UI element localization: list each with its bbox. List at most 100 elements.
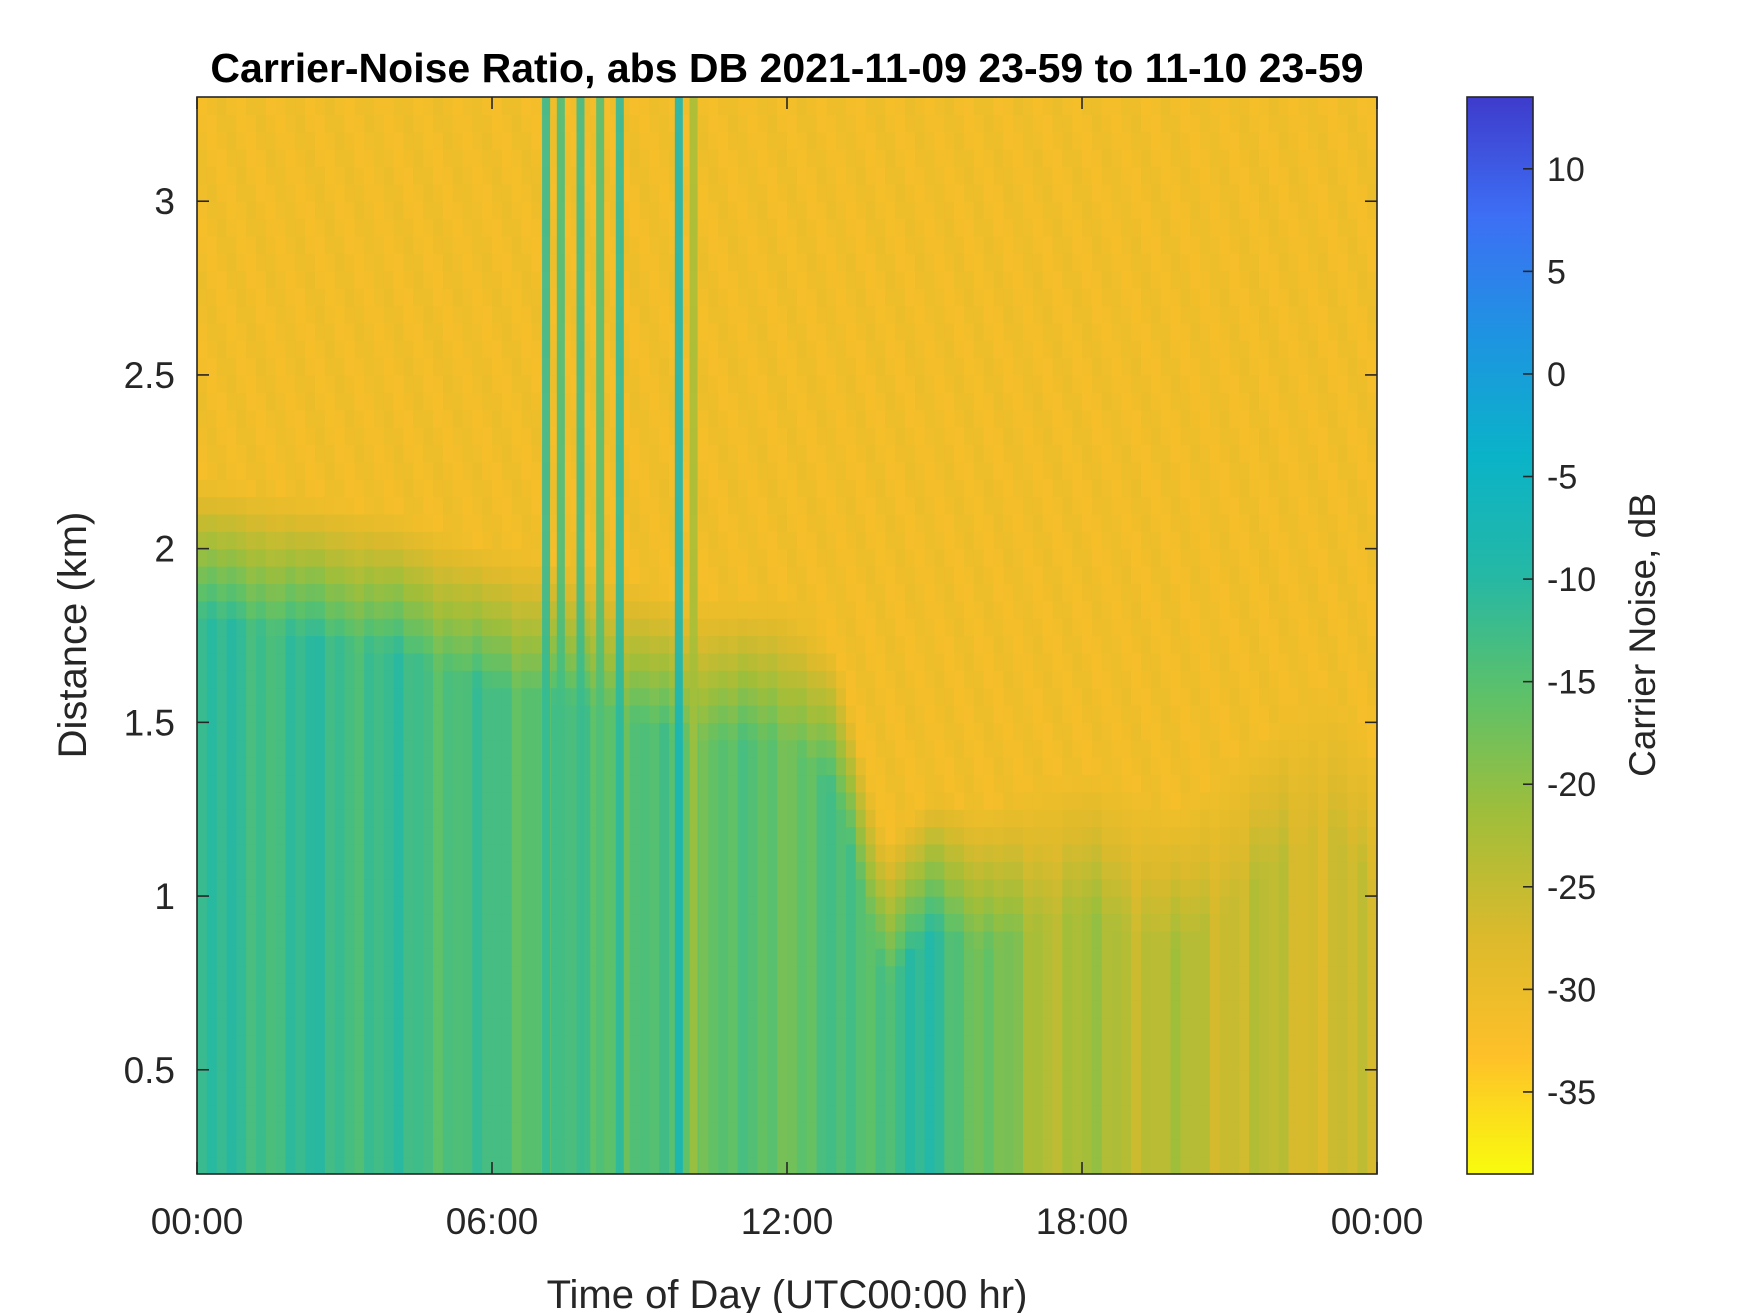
heatmap-cell: [324, 409, 336, 428]
heatmap-cell: [423, 896, 434, 915]
heatmap-cell: [816, 1000, 827, 1019]
heatmap-cell: [324, 948, 336, 967]
heatmap-cell: [551, 1121, 562, 1140]
heatmap-cell: [796, 896, 808, 915]
heatmap-cell: [777, 739, 788, 758]
heatmap-cell: [855, 548, 867, 567]
heatmap-cell: [816, 704, 827, 723]
heatmap-cell: [669, 513, 680, 532]
heatmap-cell: [511, 97, 523, 115]
heatmap-cell: [560, 1104, 572, 1123]
heatmap-cell: [403, 149, 414, 168]
heatmap-cell: [944, 982, 955, 1001]
heatmap-cell: [511, 774, 523, 793]
heatmap-cell: [698, 965, 709, 984]
heatmap-cell: [698, 1104, 709, 1123]
heatmap-cell: [305, 809, 316, 828]
heatmap-cell: [354, 982, 365, 1001]
heatmap-cell: [256, 166, 267, 185]
heatmap-cell: [964, 444, 975, 463]
heatmap-cell: [570, 826, 582, 845]
heatmap-cell: [275, 357, 287, 376]
heatmap-cell: [747, 183, 759, 202]
heatmap-cell: [413, 1069, 424, 1088]
heatmap-cell: [846, 583, 857, 602]
heatmap-cell: [973, 1156, 985, 1174]
heatmap-cell: [403, 340, 414, 359]
heatmap-cell: [590, 861, 601, 880]
heatmap-cell: [767, 166, 778, 185]
heatmap-cell: [433, 583, 444, 602]
heatmap-cell: [865, 896, 877, 915]
heatmap-cell: [639, 687, 650, 706]
heatmap-cell: [600, 322, 611, 341]
heatmap-cell: [757, 392, 768, 411]
heatmap-cell: [914, 791, 926, 810]
heatmap-cell: [551, 235, 562, 254]
heatmap-cell: [954, 913, 965, 932]
heatmap-cell: [629, 270, 641, 289]
heatmap-cell: [246, 253, 257, 272]
heatmap-cell: [511, 340, 523, 359]
heatmap-cell: [570, 427, 582, 446]
heatmap-cell: [973, 896, 985, 915]
heatmap-cell: [678, 427, 690, 446]
heatmap-cell: [855, 392, 867, 411]
heatmap-cell: [600, 1000, 611, 1019]
heatmap-cell: [433, 444, 444, 463]
heatmap-cell: [206, 461, 218, 480]
heatmap-cell: [619, 913, 631, 932]
heatmap-cell: [344, 913, 355, 932]
heatmap-cell: [964, 531, 975, 550]
heatmap-cell: [914, 548, 926, 567]
heatmap-cell: [649, 652, 660, 671]
heatmap-cell: [875, 1000, 886, 1019]
heatmap-cell: [315, 183, 326, 202]
heatmap-cell: [836, 1000, 847, 1019]
heatmap-cell: [885, 566, 896, 584]
heatmap-cell: [551, 513, 562, 532]
heatmap-cell: [590, 496, 601, 515]
heatmap-cell: [855, 444, 867, 463]
heatmap-cell: [728, 1000, 739, 1019]
heatmap-cell: [639, 374, 650, 393]
heatmap-cell: [737, 791, 749, 810]
heatmap-cell: [501, 253, 513, 272]
heatmap-cell: [295, 1000, 306, 1019]
heatmap-cell: [393, 548, 405, 567]
heatmap-cell: [197, 791, 208, 810]
heatmap-cell: [344, 1087, 355, 1106]
heatmap-cell: [354, 114, 365, 133]
heatmap-cell: [521, 982, 532, 1001]
heatmap-cell: [905, 635, 916, 654]
heatmap-cell: [246, 357, 257, 376]
heatmap-cell: [531, 253, 542, 272]
heatmap-cell: [393, 1035, 405, 1053]
heatmap-cell: [501, 913, 513, 932]
heatmap-cell: [914, 183, 926, 202]
heatmap-cell: [846, 97, 857, 115]
heatmap-cell: [265, 253, 277, 272]
heatmap-cell: [728, 201, 739, 220]
heatmap-cell: [964, 1121, 975, 1140]
heatmap-cell: [492, 583, 503, 602]
heatmap-cell: [669, 1139, 680, 1158]
heatmap-cell: [855, 166, 867, 185]
heatmap-cell: [669, 670, 680, 689]
heatmap-cell: [639, 1000, 650, 1019]
heatmap-cell: [659, 149, 670, 168]
heatmap-cell: [580, 583, 591, 602]
heatmap-cell: [777, 913, 788, 932]
heatmap-cell: [964, 635, 975, 654]
heatmap-cell: [905, 722, 916, 741]
heatmap-cell: [610, 913, 621, 932]
heatmap-cell: [433, 97, 444, 115]
heatmap-cell: [265, 843, 277, 862]
heatmap-cell: [560, 340, 572, 359]
heatmap-cell: [767, 496, 778, 515]
heatmap-cell: [275, 826, 287, 845]
heatmap-cell: [403, 635, 414, 654]
heatmap-cell: [777, 704, 788, 723]
heatmap-cell: [718, 583, 729, 602]
heatmap-cell: [865, 704, 877, 723]
